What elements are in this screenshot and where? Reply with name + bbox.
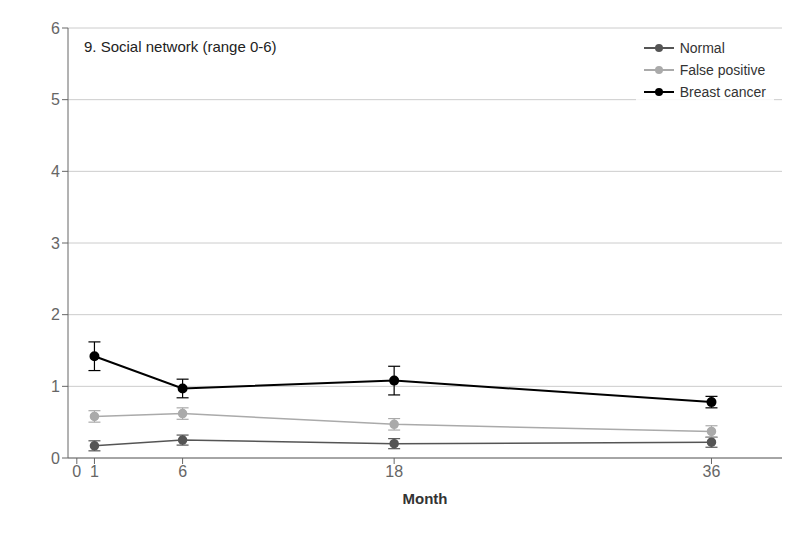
svg-text:18: 18 (385, 463, 403, 480)
svg-text:0: 0 (51, 450, 60, 467)
svg-text:0: 0 (72, 463, 81, 480)
svg-text:2: 2 (51, 306, 60, 323)
svg-text:1: 1 (90, 463, 99, 480)
svg-text:36: 36 (703, 463, 721, 480)
html-text:Breast cancer: Breast cancer (679, 84, 766, 100)
svg-text:6: 6 (51, 20, 60, 37)
svg-text:1: 1 (51, 378, 60, 395)
html-text:9. Social network (range 0-6): 9. Social network (range 0-6) (84, 38, 277, 55)
svg-text:5: 5 (51, 91, 60, 108)
svg-text:3: 3 (51, 235, 60, 252)
svg-text:6: 6 (178, 463, 187, 480)
html-text:False positive: False positive (679, 62, 766, 78)
html-text:Normal: Normal (679, 40, 725, 56)
svg-text:4: 4 (51, 163, 60, 180)
svg-text:Month: Month (403, 490, 448, 507)
